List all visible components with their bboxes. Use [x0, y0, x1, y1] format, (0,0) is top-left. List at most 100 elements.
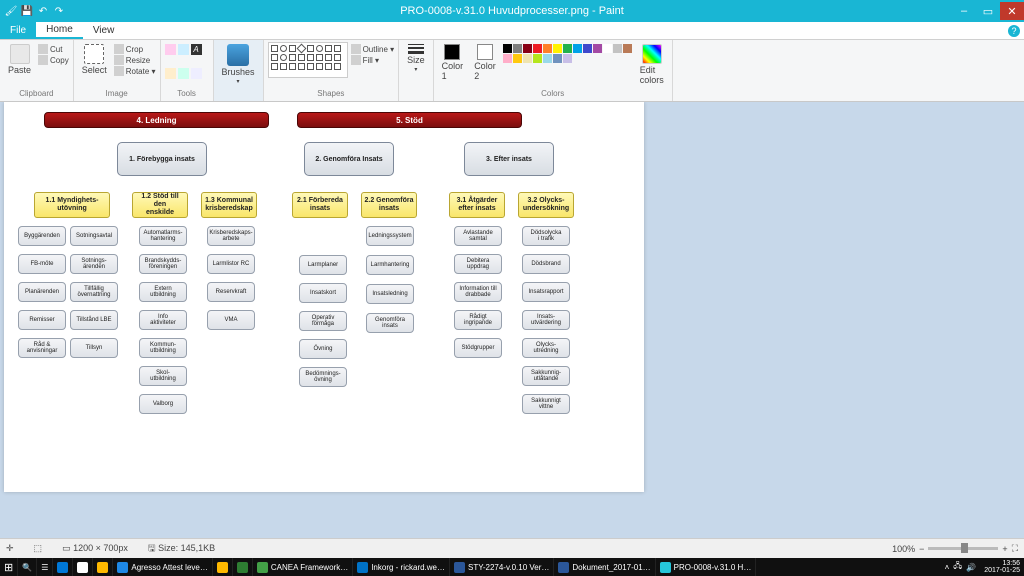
selection-size: ⬚ — [34, 543, 43, 554]
pencil-icon[interactable] — [165, 44, 176, 55]
app-icon — [97, 562, 108, 573]
color-swatch[interactable] — [513, 44, 522, 53]
diagram-activity: Skol- utbildning — [139, 366, 187, 386]
color-swatch[interactable] — [623, 44, 632, 53]
diagram-activity: Krisberedskaps- arbete — [207, 226, 255, 246]
taskview-button[interactable]: ☰ — [37, 558, 53, 576]
color-swatch[interactable] — [543, 44, 552, 53]
clock[interactable]: 13:562017-01-25 — [980, 560, 1024, 574]
rotate-button[interactable]: Rotate ▾ — [114, 66, 156, 76]
start-button[interactable]: ⊞ — [0, 558, 18, 576]
color2-button[interactable]: Color 2 — [470, 42, 500, 83]
save-icon[interactable]: 💾 — [20, 4, 34, 18]
color-swatch[interactable] — [593, 44, 602, 53]
app-icon — [237, 562, 248, 573]
taskbar-item[interactable] — [93, 558, 113, 576]
size-button[interactable]: Size▾ — [403, 42, 429, 75]
color-swatch[interactable] — [603, 44, 612, 53]
zoom-control[interactable]: 100% − + ⛶ — [892, 543, 1018, 554]
diagram-subprocess: 2.1 Förbereda insats — [292, 192, 348, 218]
eraser-icon[interactable] — [165, 68, 176, 79]
file-size: 🖫 Size: 145,1KB — [148, 541, 215, 557]
color-swatch[interactable] — [563, 54, 572, 63]
fill-icon[interactable] — [178, 44, 189, 55]
color-swatch[interactable] — [523, 44, 532, 53]
color-swatch[interactable] — [573, 44, 582, 53]
color-swatch[interactable] — [563, 44, 572, 53]
minimize-button[interactable]: – — [952, 2, 976, 20]
diagram-subprocess: 3.1 Åtgärder efter insats — [449, 192, 505, 218]
color-swatch[interactable] — [543, 54, 552, 63]
picker-icon[interactable] — [178, 68, 189, 79]
color-swatch[interactable] — [533, 54, 542, 63]
color-swatch[interactable] — [613, 44, 622, 53]
canvas[interactable]: 4. Ledning5. Stöd1. Förebygga insats2. G… — [4, 102, 644, 492]
taskbar-item[interactable]: Inkorg - rickard.we… — [353, 558, 450, 576]
diagram-activity: Tillstånd LBE — [70, 310, 118, 330]
edit-colors-button[interactable]: Edit colors — [636, 42, 668, 87]
tab-view[interactable]: View — [83, 22, 125, 39]
shapes-gallery[interactable] — [268, 42, 348, 78]
color-swatch[interactable] — [553, 44, 562, 53]
color-swatch[interactable] — [523, 54, 532, 63]
search-button[interactable]: 🔍 — [18, 558, 37, 576]
tab-home[interactable]: Home — [36, 22, 83, 39]
color-swatch[interactable] — [513, 54, 522, 63]
maximize-button[interactable]: ▭ — [976, 2, 1000, 20]
zoom-slider[interactable] — [928, 547, 998, 550]
taskbar-item[interactable]: PRO-0008-v.31.0 H… — [656, 558, 757, 576]
diagram-process: 2. Genomföra Insats — [304, 142, 394, 176]
diagram-activity: Brandskydds- föreningen — [139, 254, 187, 274]
magnifier-icon[interactable] — [191, 68, 202, 79]
select-button[interactable]: Select — [78, 42, 111, 77]
taskbar-item[interactable]: Dokument_2017-01… — [554, 558, 655, 576]
diagram-activity: Bedömnings- övning — [299, 367, 347, 387]
outline-icon — [351, 44, 361, 54]
diagram-activity: Operativ förmåga — [299, 311, 347, 331]
redo-icon[interactable]: ↷ — [52, 4, 66, 18]
taskbar-item[interactable] — [53, 558, 73, 576]
resize-button[interactable]: Resize — [114, 55, 156, 65]
group-size: Size▾ — [399, 40, 434, 101]
taskbar-item[interactable] — [73, 558, 93, 576]
cut-button[interactable]: Cut — [38, 44, 69, 54]
fill-button[interactable]: Fill ▾ — [351, 55, 395, 65]
diagram-header: 5. Stöd — [297, 112, 522, 128]
brushes-button[interactable]: Brushes▾ — [218, 42, 259, 87]
color-swatch[interactable] — [533, 44, 542, 53]
outline-button[interactable]: Outline ▾ — [351, 44, 395, 54]
color1-swatch — [444, 44, 460, 60]
diagram-activity: Information till drabbade — [454, 282, 502, 302]
help-icon[interactable]: ? — [1008, 25, 1020, 37]
diagram-subprocess: 3.2 Olycks- undersökning — [518, 192, 574, 218]
color-palette[interactable] — [503, 42, 633, 63]
taskbar-item[interactable]: Agresso Attest leve… — [113, 558, 212, 576]
color1-button[interactable]: Color 1 — [438, 42, 468, 83]
text-icon[interactable]: A — [191, 44, 202, 55]
color-swatch[interactable] — [503, 54, 512, 63]
color-swatch[interactable] — [553, 54, 562, 63]
close-button[interactable]: ✕ — [1000, 2, 1024, 20]
crop-button[interactable]: Crop — [114, 44, 156, 54]
taskbar-item[interactable] — [233, 558, 253, 576]
paste-button[interactable]: Paste — [4, 42, 35, 77]
app-icon — [454, 562, 465, 573]
color-swatch[interactable] — [503, 44, 512, 53]
diagram-activity: Planärenden — [18, 282, 66, 302]
zoom-out-icon[interactable]: − — [919, 544, 924, 554]
diagram-activity: Valborg — [139, 394, 187, 414]
zoom-in-icon[interactable]: + — [1002, 544, 1007, 554]
system-tray[interactable]: ˄ 🖧 🔊 — [941, 560, 981, 574]
undo-icon[interactable]: ↶ — [36, 4, 50, 18]
diagram-activity: Remisser — [18, 310, 66, 330]
taskbar-item[interactable]: STY-2274-v.0.10 Ver… — [450, 558, 554, 576]
window-title: PRO-0008-v.31.0 Huvudprocesser.png - Pai… — [400, 5, 624, 17]
diagram-activity: Extern utbildning — [139, 282, 187, 302]
color-swatch[interactable] — [583, 44, 592, 53]
tab-file[interactable]: File — [0, 22, 36, 39]
taskbar-item[interactable]: CANEA Framework… — [253, 558, 353, 576]
taskbar-item[interactable] — [213, 558, 233, 576]
fullscreen-icon[interactable]: ⛶ — [1012, 543, 1018, 554]
copy-button[interactable]: Copy — [38, 55, 69, 65]
tray-up-icon[interactable]: ˄ — [945, 563, 950, 572]
